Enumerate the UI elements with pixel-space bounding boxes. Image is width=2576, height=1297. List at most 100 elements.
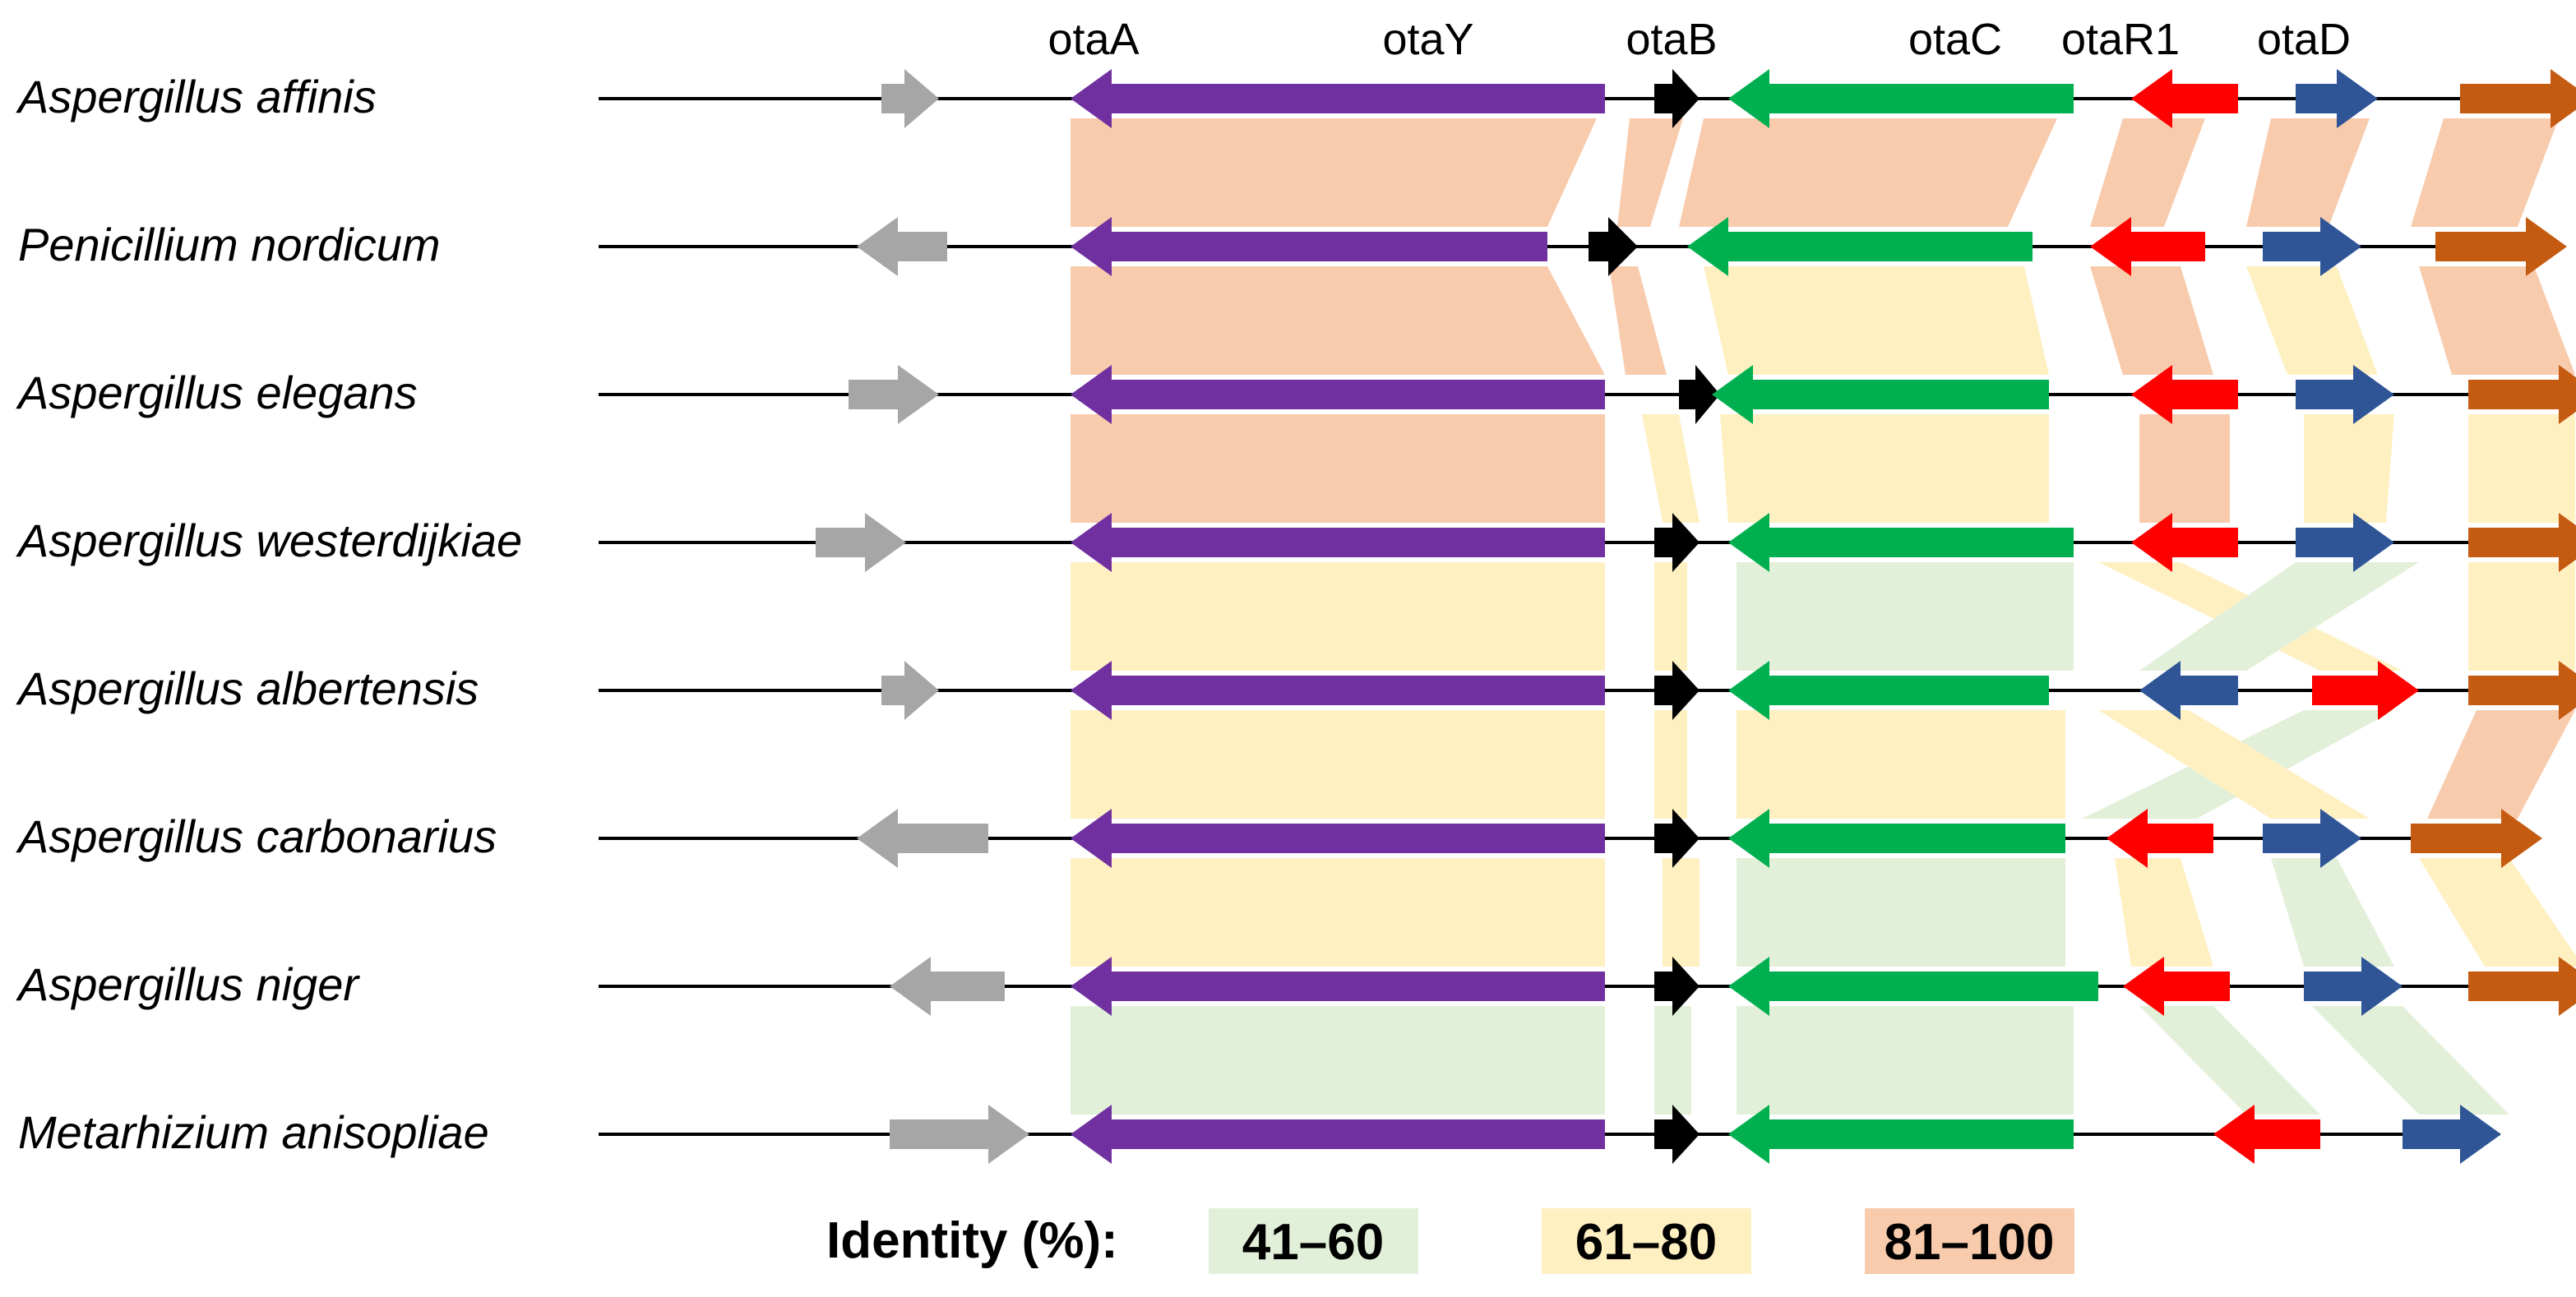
identity-link-otaY — [1654, 1006, 1691, 1115]
identity-link-otaB — [1704, 266, 2049, 375]
gene-arrow-otaC — [2312, 661, 2419, 720]
gene-arrow-flank — [816, 513, 906, 572]
gene-arrow-otaA — [1071, 957, 1605, 1016]
gene-arrow-otaB — [1728, 513, 2074, 572]
identity-link-otaY — [1617, 118, 1683, 227]
gene-arrow-otaR1 — [2403, 1105, 2501, 1164]
gene-arrow-otaC — [2090, 217, 2205, 276]
gene-arrow-flank — [881, 69, 939, 128]
identity-link-otaB — [1737, 710, 2065, 819]
gene-arrow-otaY — [1679, 365, 1720, 424]
gene-arrow-otaD — [2468, 661, 2576, 720]
identity-link-otaC — [2139, 414, 2230, 523]
gene-arrow-flank — [849, 365, 939, 424]
identity-link-otaC — [2139, 1006, 2320, 1115]
gene-arrow-otaC — [2131, 69, 2238, 128]
gene-arrow-otaY — [1654, 809, 1700, 868]
gene-arrow-otaY — [1654, 513, 1700, 572]
identity-link-otaD — [2468, 414, 2575, 523]
identity-links — [1071, 118, 2576, 1115]
gene-arrow-otaR1 — [2139, 661, 2238, 720]
identity-link-otaC — [2090, 266, 2213, 375]
identity-link-otaR1 — [2312, 1006, 2509, 1115]
identity-link-otaY — [1609, 266, 1667, 375]
species-label: Metarhizium anisopliae — [18, 1106, 489, 1158]
gene-arrow-otaR1 — [2263, 809, 2361, 868]
gene-arrow-otaC — [2107, 809, 2213, 868]
gene-arrow-flank — [881, 661, 939, 720]
gene-arrow-otaC — [2213, 1105, 2320, 1164]
gene-arrow-flank — [890, 957, 1005, 1016]
species-label: Aspergillus affinis — [16, 71, 377, 122]
identity-link-otaC — [2115, 858, 2213, 967]
legend-swatch-81-100 — [1865, 1208, 2074, 1274]
gene-arrow-otaD — [2460, 69, 2576, 128]
species-label: Aspergillus elegans — [16, 367, 418, 418]
gene-arrow-otaY — [1654, 1105, 1700, 1164]
identity-link-otaD — [2419, 858, 2576, 967]
gene-arrow-otaA — [1071, 69, 1605, 128]
identity-link-otaY — [1642, 414, 1700, 523]
identity-link-otaY — [1654, 562, 1687, 671]
identity-link-otaB — [1720, 414, 2049, 523]
identity-link-otaB — [1737, 1006, 2074, 1115]
species-label: Aspergillus niger — [16, 958, 360, 1010]
identity-link-otaA — [1071, 118, 1597, 227]
identity-link-otaD — [2411, 118, 2559, 227]
identity-link-otaD — [2468, 562, 2575, 671]
gene-arrow-otaY — [1654, 661, 1700, 720]
gene-arrows — [816, 69, 2576, 1164]
identity-link-otaA — [1071, 710, 1605, 819]
gene-arrow-otaA — [1071, 661, 1605, 720]
identity-link-otaD — [2427, 710, 2575, 819]
identity-link-otaA — [1071, 1006, 1605, 1115]
species-labels: Aspergillus affinis Penicillium nordicum… — [16, 71, 522, 1158]
gene-arrow-otaC — [2131, 365, 2238, 424]
gene-arrow-otaB — [1728, 69, 2074, 128]
gene-arrow-otaB — [1728, 1105, 2074, 1164]
gene-label-otaC: otaC — [1908, 15, 2002, 64]
identity-link-otaA — [1071, 562, 1605, 671]
legend-label-61-80: 61–80 — [1575, 1214, 1717, 1271]
identity-link-otaY — [1654, 710, 1687, 819]
gene-arrow-flank — [857, 217, 947, 276]
gene-label-otaB: otaB — [1626, 15, 1717, 64]
gene-arrow-otaY — [1589, 217, 1638, 276]
gene-arrow-otaR1 — [2296, 69, 2378, 128]
identity-link-otaR1 — [2271, 858, 2394, 967]
gene-arrow-otaB — [1728, 957, 2098, 1016]
gene-arrow-otaY — [1654, 957, 1700, 1016]
identity-link-otaA — [1071, 266, 1605, 375]
gene-arrow-otaB — [1728, 809, 2065, 868]
identity-link-otaC — [2090, 118, 2205, 227]
legend-label-41-60: 41–60 — [1242, 1214, 1384, 1271]
identity-link-otaY — [1663, 858, 1700, 967]
identity-link-otaR1 — [2246, 118, 2370, 227]
gene-arrow-otaR1 — [2304, 957, 2403, 1016]
gene-arrow-otaA — [1071, 217, 1547, 276]
identity-link-otaR1 — [2246, 266, 2378, 375]
gene-arrow-otaA — [1071, 365, 1605, 424]
gene-label-otaA: otaA — [1048, 15, 1139, 64]
identity-link-otaR1 — [2139, 562, 2419, 671]
species-label: Aspergillus albertensis — [16, 662, 479, 714]
gene-arrow-flank — [890, 1105, 1029, 1164]
identity-link-otaB — [1679, 118, 2057, 227]
gene-labels: otaA otaY otaB otaC otaR1 otaD — [1048, 15, 2351, 64]
gene-arrow-otaB — [1712, 365, 2049, 424]
legend-swatch-61-80 — [1542, 1208, 1751, 1274]
gene-arrow-otaB — [1728, 661, 2049, 720]
identity-legend: Identity (%): 41–60 61–80 81–100 — [826, 1208, 2074, 1274]
gene-arrow-otaD — [2468, 365, 2576, 424]
identity-link-otaA — [1071, 858, 1605, 967]
gene-arrow-otaC — [2131, 513, 2238, 572]
identity-link-otaC — [2098, 710, 2370, 819]
legend-title: Identity (%): — [826, 1212, 1118, 1269]
gene-arrow-otaR1 — [2263, 217, 2361, 276]
gene-arrow-otaR1 — [2296, 365, 2394, 424]
gene-arrow-otaD — [2411, 809, 2542, 868]
gene-arrow-otaA — [1071, 809, 1605, 868]
legend-label-81-100: 81–100 — [1885, 1214, 2055, 1271]
legend-swatch-41-60 — [1209, 1208, 1418, 1274]
